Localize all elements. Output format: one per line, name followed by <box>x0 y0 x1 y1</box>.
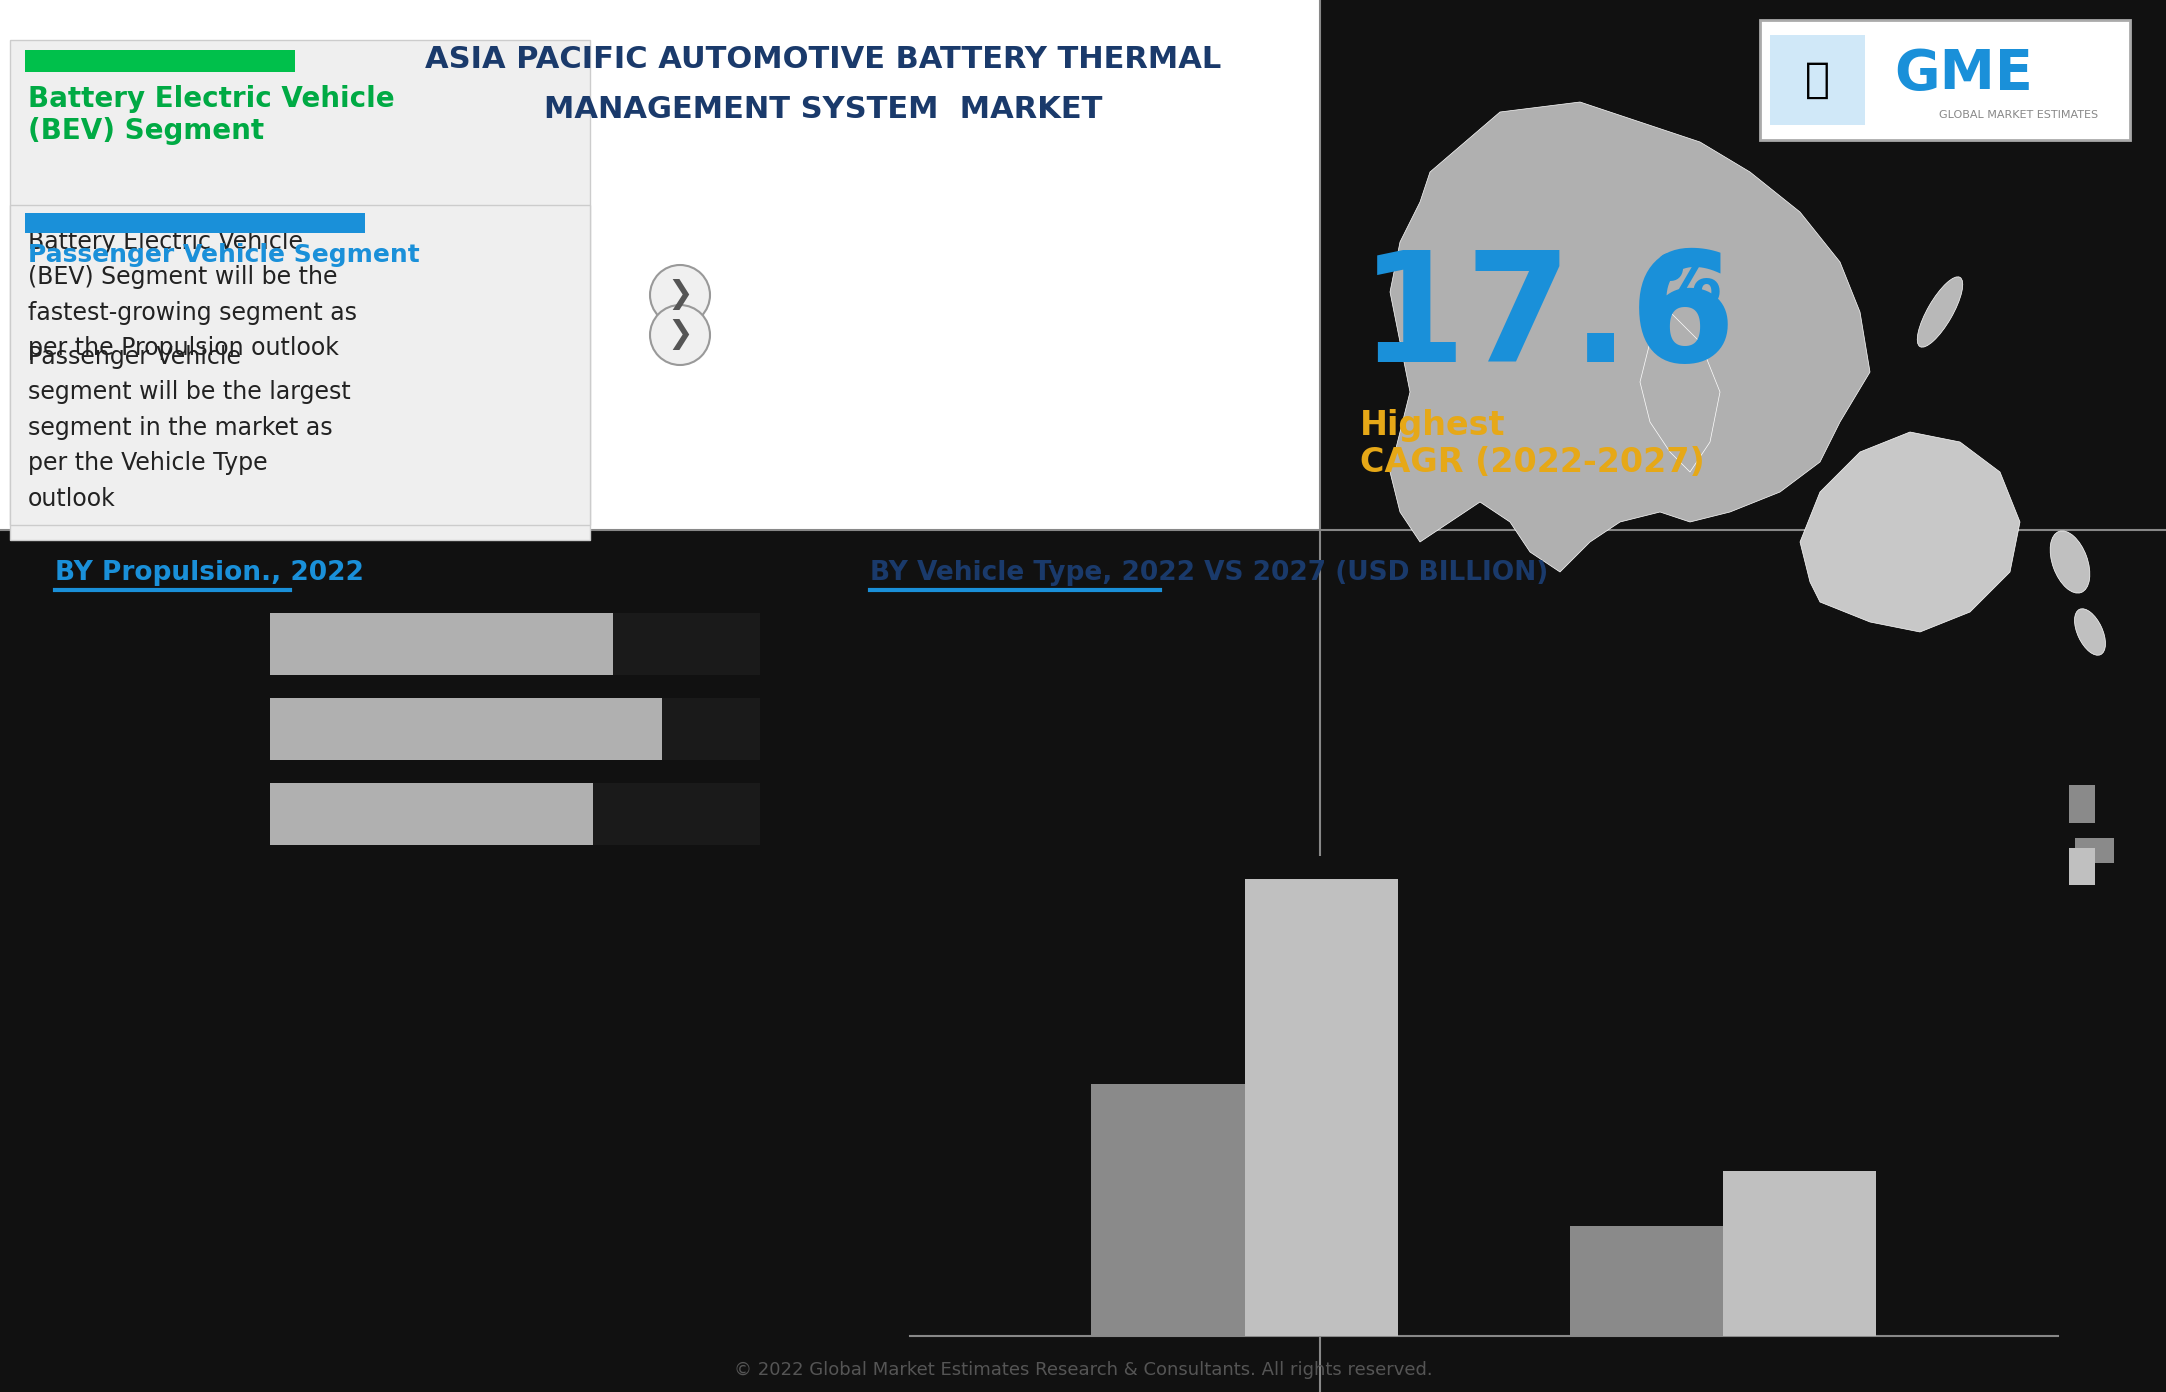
Text: %: % <box>1655 252 1722 317</box>
Bar <box>1722 1171 1876 1336</box>
Text: 17.6: 17.6 <box>1360 245 1737 394</box>
FancyBboxPatch shape <box>11 205 589 525</box>
Text: © 2022 Global Market Estimates Research & Consultants. All rights reserved.: © 2022 Global Market Estimates Research … <box>734 1361 1432 1379</box>
FancyBboxPatch shape <box>271 612 613 675</box>
FancyBboxPatch shape <box>0 0 2166 530</box>
FancyBboxPatch shape <box>271 782 593 845</box>
FancyBboxPatch shape <box>2069 785 2095 823</box>
Polygon shape <box>1640 312 1720 472</box>
FancyBboxPatch shape <box>1319 0 2166 530</box>
Text: GLOBAL MARKET ESTIMATES: GLOBAL MARKET ESTIMATES <box>1939 110 2099 120</box>
FancyBboxPatch shape <box>593 782 760 845</box>
Text: MANAGEMENT SYSTEM  MARKET: MANAGEMENT SYSTEM MARKET <box>544 95 1102 124</box>
Bar <box>1092 1084 1245 1336</box>
Polygon shape <box>1391 102 1869 572</box>
Bar <box>1570 1226 1722 1336</box>
FancyBboxPatch shape <box>26 213 366 232</box>
Text: BY Propulsion., 2022: BY Propulsion., 2022 <box>54 560 364 586</box>
Ellipse shape <box>2051 530 2090 593</box>
Circle shape <box>650 264 710 324</box>
Text: Battery Electric Vehicle
(BEV) Segment will be the
fastest-growing segment as
pe: Battery Electric Vehicle (BEV) Segment w… <box>28 230 357 361</box>
Polygon shape <box>1800 432 2021 632</box>
FancyBboxPatch shape <box>0 530 2166 1392</box>
FancyBboxPatch shape <box>663 697 760 760</box>
FancyBboxPatch shape <box>271 697 663 760</box>
FancyBboxPatch shape <box>11 40 589 540</box>
FancyBboxPatch shape <box>2069 848 2095 885</box>
FancyBboxPatch shape <box>1761 19 2129 141</box>
Bar <box>1245 878 1397 1336</box>
Text: Highest: Highest <box>1360 408 1505 441</box>
Circle shape <box>650 305 710 365</box>
Text: Passenger Vehicle
segment will be the largest
segment in the market as
per the V: Passenger Vehicle segment will be the la… <box>28 345 351 511</box>
FancyBboxPatch shape <box>613 612 760 675</box>
Text: CAGR (2022-2027): CAGR (2022-2027) <box>1360 445 1705 479</box>
FancyBboxPatch shape <box>26 50 295 72</box>
Text: BY Vehicle Type, 2022 VS 2027 (USD BILLION): BY Vehicle Type, 2022 VS 2027 (USD BILLI… <box>871 560 1549 586</box>
Ellipse shape <box>2075 608 2105 656</box>
Text: Passenger Vehicle Segment: Passenger Vehicle Segment <box>28 244 420 267</box>
FancyBboxPatch shape <box>2075 838 2114 863</box>
Text: Battery Electric Vehicle
(BEV) Segment: Battery Electric Vehicle (BEV) Segment <box>28 85 394 145</box>
FancyBboxPatch shape <box>1770 35 1865 125</box>
Text: ASIA PACIFIC AUTOMOTIVE BATTERY THERMAL: ASIA PACIFIC AUTOMOTIVE BATTERY THERMAL <box>425 45 1222 74</box>
Text: GME: GME <box>1893 47 2034 102</box>
Text: ❯: ❯ <box>667 320 693 351</box>
Ellipse shape <box>1917 277 1962 347</box>
Text: ❯: ❯ <box>667 280 693 310</box>
Text: 🏛: 🏛 <box>1804 58 1830 102</box>
